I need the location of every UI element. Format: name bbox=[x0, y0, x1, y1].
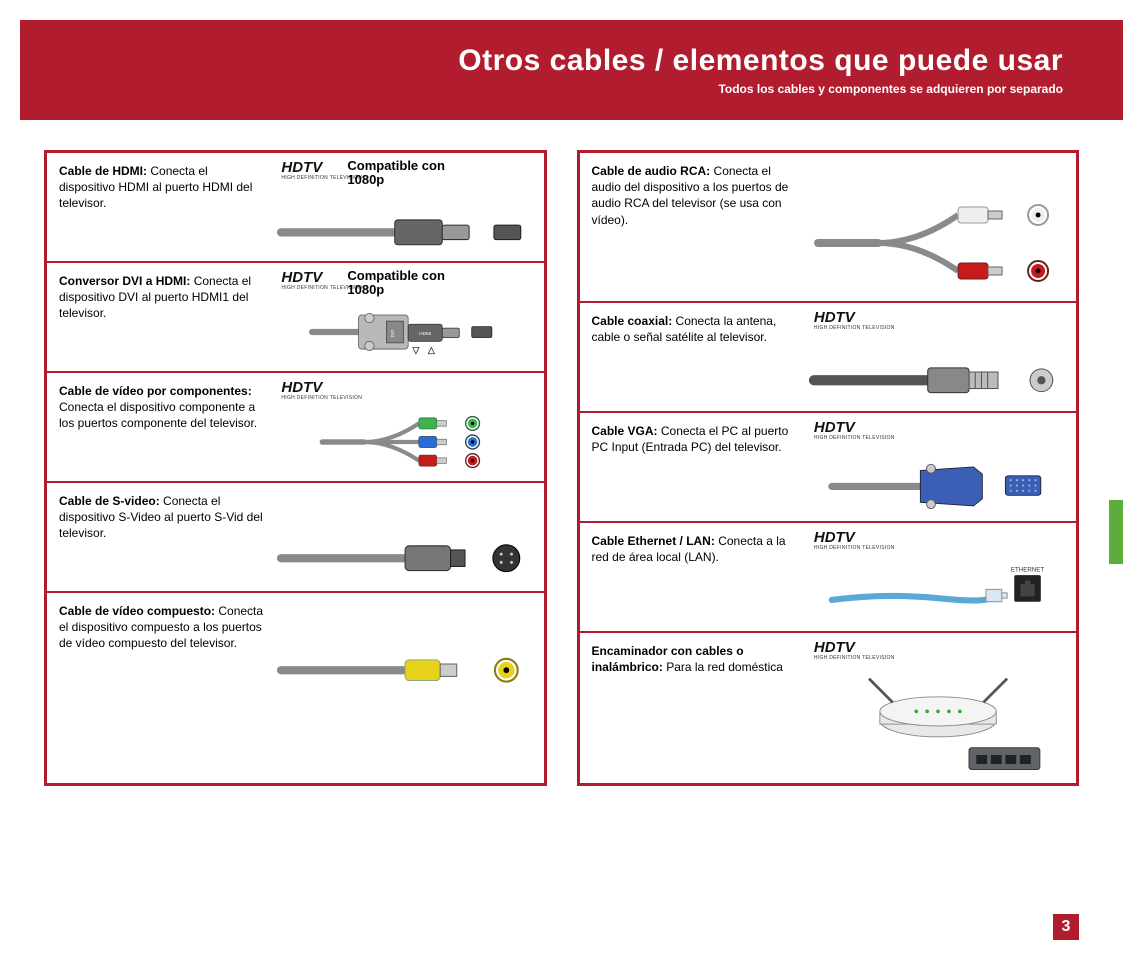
cable-label: Cable de S-video: bbox=[59, 494, 160, 508]
hdtv-badge: HDTVHIGH DEFINITION TELEVISION bbox=[814, 419, 895, 441]
cable-art bbox=[275, 593, 543, 703]
compat-label: Compatible con1080p bbox=[347, 159, 445, 188]
svg-text:ETHERNET: ETHERNET bbox=[1011, 567, 1045, 574]
page-title: Otros cables / elementos que puede usar bbox=[60, 44, 1063, 78]
cable-description: Conversor DVI a HDMI: Conecta el disposi… bbox=[47, 263, 275, 371]
cable-art: HDTVHIGH DEFINITION TELEVISION bbox=[808, 413, 1076, 521]
cable-label: Cable de vídeo por componentes: bbox=[59, 384, 252, 398]
right-column: Cable de audio RCA: Conecta el audio del… bbox=[577, 150, 1080, 786]
hdtv-badge: HDTVHIGH DEFINITION TELEVISION bbox=[281, 379, 362, 401]
columns: Cable de HDMI: Conecta el dispositivo HD… bbox=[0, 150, 1123, 786]
side-tab bbox=[1109, 500, 1123, 564]
composite-icon bbox=[275, 633, 535, 695]
cable-art: HDTVHIGH DEFINITION TELEVISIONCompatible… bbox=[275, 263, 543, 371]
component-icon bbox=[275, 411, 535, 473]
cable-label: Cable de audio RCA: bbox=[592, 164, 711, 178]
svg-text:HDMI: HDMI bbox=[420, 331, 432, 336]
cable-row: Cable de vídeo por componentes: Conecta … bbox=[47, 373, 544, 483]
cable-art: HDTVHIGH DEFINITION TELEVISIONCompatible… bbox=[275, 153, 543, 261]
rca-audio-icon bbox=[808, 193, 1068, 293]
hdmi-icon bbox=[275, 191, 535, 253]
cable-art bbox=[808, 153, 1076, 301]
hdtv-badge: HDTVHIGH DEFINITION TELEVISION bbox=[814, 309, 895, 331]
cable-description: Cable de vídeo compuesto: Conecta el dis… bbox=[47, 593, 275, 703]
cable-description: Cable de audio RCA: Conecta el audio del… bbox=[580, 153, 808, 301]
cable-row: Cable de vídeo compuesto: Conecta el dis… bbox=[47, 593, 544, 703]
dvi-hdmi-icon: DVI HDMI bbox=[275, 301, 535, 363]
coax-icon bbox=[808, 341, 1068, 403]
cable-description: Encaminador con cables o inalámbrico: Pa… bbox=[580, 633, 808, 783]
cable-art: HDTVHIGH DEFINITION TELEVISION bbox=[275, 373, 543, 481]
cable-art bbox=[275, 483, 543, 591]
hdtv-badge: HDTVHIGH DEFINITION TELEVISION bbox=[814, 639, 895, 661]
left-column: Cable de HDMI: Conecta el dispositivo HD… bbox=[44, 150, 547, 786]
cable-art: HDTVHIGH DEFINITION TELEVISION bbox=[808, 633, 1076, 783]
cable-label: Conversor DVI a HDMI: bbox=[59, 274, 190, 288]
vga-icon bbox=[808, 451, 1068, 513]
cable-description: Cable de S-video: Conecta el dispositivo… bbox=[47, 483, 275, 591]
page-number: 3 bbox=[1053, 914, 1079, 940]
cable-description: Cable Ethernet / LAN: Conecta a la red d… bbox=[580, 523, 808, 631]
cable-art: HDTVHIGH DEFINITION TELEVISION ETHERNET bbox=[808, 523, 1076, 631]
cable-label: Cable VGA: bbox=[592, 424, 658, 438]
cable-label: Cable de HDMI: bbox=[59, 164, 147, 178]
cable-row: Cable de HDMI: Conecta el dispositivo HD… bbox=[47, 153, 544, 263]
page-subtitle: Todos los cables y componentes se adquie… bbox=[60, 82, 1063, 96]
ethernet-icon: ETHERNET bbox=[808, 561, 1068, 623]
cable-row: Cable VGA: Conecta el PC al puerto PC In… bbox=[580, 413, 1077, 523]
hdtv-badge: HDTVHIGH DEFINITION TELEVISION bbox=[814, 529, 895, 551]
cable-label: Cable Ethernet / LAN: bbox=[592, 534, 715, 548]
router-icon bbox=[808, 675, 1068, 775]
svg-text:DVI: DVI bbox=[391, 330, 396, 338]
cable-label: Cable de vídeo compuesto: bbox=[59, 604, 215, 618]
cable-description: Cable de vídeo por componentes: Conecta … bbox=[47, 373, 275, 481]
cable-row: Cable de audio RCA: Conecta el audio del… bbox=[580, 153, 1077, 303]
cable-desc-text: Para la red doméstica bbox=[663, 660, 783, 674]
cable-label: Cable coaxial: bbox=[592, 314, 673, 328]
cable-row: Cable de S-video: Conecta el dispositivo… bbox=[47, 483, 544, 593]
cable-row: Encaminador con cables o inalámbrico: Pa… bbox=[580, 633, 1077, 783]
cable-row: Cable coaxial: Conecta la antena, cable … bbox=[580, 303, 1077, 413]
header-band: Otros cables / elementos que puede usar … bbox=[20, 20, 1123, 120]
cable-description: Cable de HDMI: Conecta el dispositivo HD… bbox=[47, 153, 275, 261]
cable-art: HDTVHIGH DEFINITION TELEVISION bbox=[808, 303, 1076, 411]
cable-row: Conversor DVI a HDMI: Conecta el disposi… bbox=[47, 263, 544, 373]
compat-label: Compatible con1080p bbox=[347, 269, 445, 298]
cable-description: Cable VGA: Conecta el PC al puerto PC In… bbox=[580, 413, 808, 521]
cable-desc-text: Conecta el dispositivo componente a los … bbox=[59, 400, 257, 430]
cable-description: Cable coaxial: Conecta la antena, cable … bbox=[580, 303, 808, 411]
svideo-icon bbox=[275, 521, 535, 583]
cable-row: Cable Ethernet / LAN: Conecta a la red d… bbox=[580, 523, 1077, 633]
